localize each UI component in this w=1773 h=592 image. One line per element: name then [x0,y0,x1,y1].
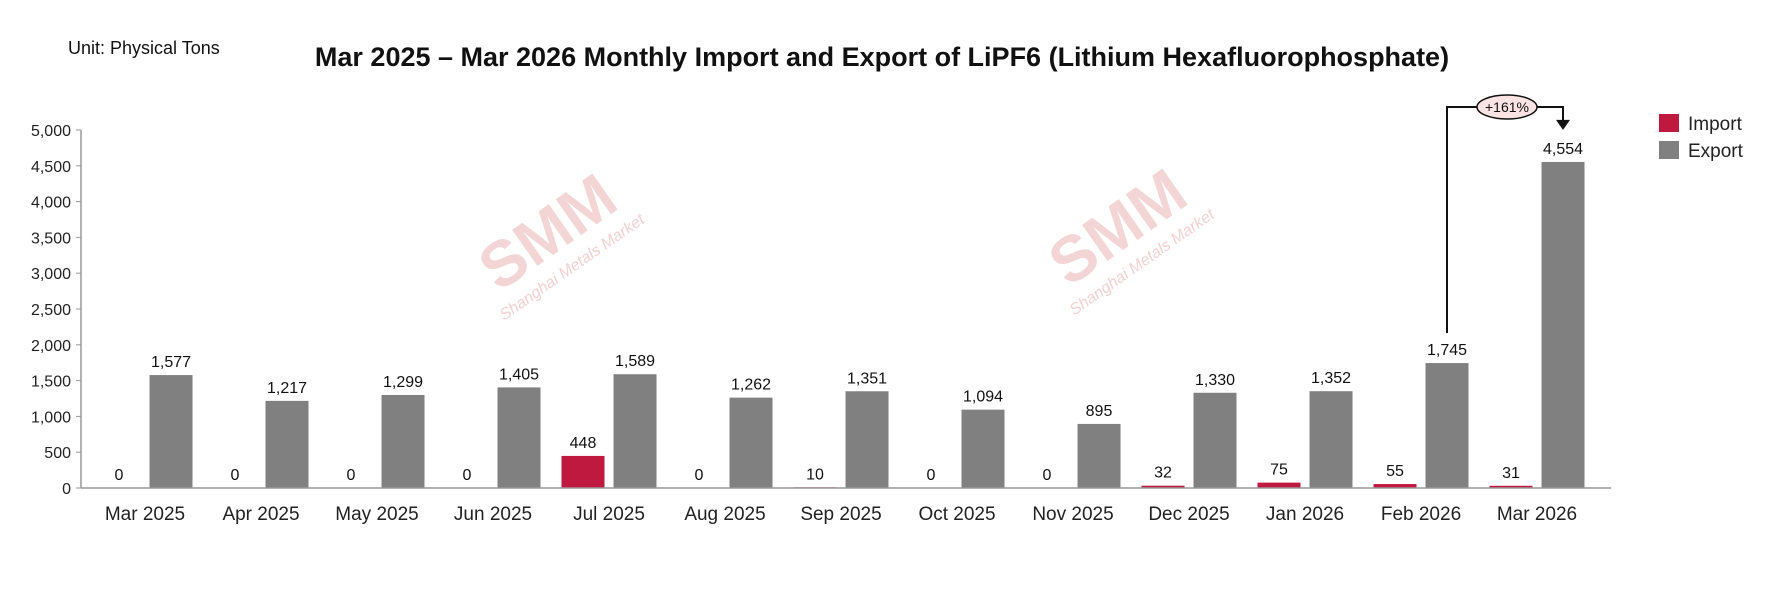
data-label-import: 10 [806,466,824,483]
bars: 0 1,577 0 1,217 0 1,299 0 1,405 448 1,589 0 1,262 10… [115,141,1585,488]
data-label-export: 1,330 [1195,372,1235,389]
bar-import [561,455,605,488]
bar-export [497,387,541,488]
x-tick-label: Nov 2025 [1032,504,1113,525]
x-tick-label: Mar 2026 [1497,504,1577,525]
data-label-import: 31 [1502,465,1520,482]
x-tick-label: Jan 2026 [1266,504,1344,525]
data-label-import: 0 [463,467,472,484]
data-label-import: 448 [570,435,597,452]
data-label-import: 0 [1043,467,1052,484]
bar-export [1309,391,1353,488]
x-axis: Mar 2025 Apr 2025 May 2025 Jun 2025 Jul 2025… [81,487,1611,525]
y-tick-label: 2,000 [31,338,71,355]
data-label-export: 1,217 [267,380,307,397]
legend-swatch-import [1659,114,1679,132]
data-label-export: 1,745 [1427,342,1467,359]
x-tick-label: Dec 2025 [1148,504,1229,525]
x-tick-label: Sep 2025 [800,504,881,525]
data-label-import: 0 [231,467,240,484]
x-tick-label: Jul 2025 [573,504,645,525]
y-axis: 0 500 1,000 1,500 2,000 2,500 3,000 3,500 4,000 4… [31,123,82,498]
x-tick-label: Mar 2025 [105,504,185,525]
bar-import [1489,485,1533,488]
data-label-export: 1,299 [383,374,423,391]
legend-label-import: Import [1688,114,1743,135]
data-label-import: 0 [927,467,936,484]
y-tick-label: 4,000 [31,195,71,212]
y-tick-label: 4,500 [31,159,71,176]
data-label-export: 1,577 [151,354,191,371]
bar-import [1141,485,1185,488]
unit-label: Unit: Physical Tons [68,38,220,58]
data-label-import: 55 [1386,463,1404,480]
y-tick-label: 2,500 [31,302,71,319]
x-tick-label: Jun 2025 [454,504,532,525]
bar-export [149,375,193,488]
bar-export [961,409,1005,488]
x-tick-label: Feb 2026 [1381,504,1461,525]
y-tick-label: 1,500 [31,374,71,391]
bar-export [1425,363,1469,488]
data-label-import: 75 [1270,462,1288,479]
y-tick-label: 3,500 [31,230,71,247]
legend-label-export: Export [1688,141,1744,162]
annotation-ellipse [1476,94,1538,120]
y-tick-label: 500 [44,445,71,462]
bar-import [1257,482,1301,488]
data-label-export: 895 [1086,403,1113,420]
bar-export [265,400,309,488]
bar-export [1541,161,1585,488]
data-label-import: 0 [115,467,124,484]
bar-export [845,391,889,488]
y-tick-label: 3,000 [31,266,71,283]
legend-swatch-export [1659,141,1679,159]
chart-title: Mar 2025 – Mar 2026 Monthly Import and E… [315,42,1449,72]
arrow-down-icon [1556,119,1570,130]
y-tick-label: 0 [62,481,71,498]
data-label-export: 4,554 [1543,141,1583,158]
data-label-import: 32 [1154,465,1172,482]
x-tick-label: Apr 2025 [222,504,299,525]
bar-import [1373,484,1417,488]
data-label-import: 0 [695,467,704,484]
data-label-export: 1,352 [1311,370,1351,387]
x-tick-label: Oct 2025 [918,504,995,525]
growth-annotation: +161% [1446,94,1570,334]
x-tick-label: May 2025 [335,504,418,525]
bar-export [613,374,657,488]
y-tick-label: 5,000 [31,123,71,140]
x-tick-label: Aug 2025 [684,504,765,525]
legend: Import Export [1659,114,1744,162]
annotation-label: +161% [1485,99,1529,115]
bar-export [1077,423,1121,488]
y-tick-label: 1,000 [31,409,71,426]
bar-export [1193,392,1237,488]
bar-export [381,394,425,488]
data-label-import: 0 [347,467,356,484]
data-label-export: 1,589 [615,353,655,370]
data-label-export: 1,351 [847,370,887,387]
data-label-export: 1,262 [731,377,771,394]
data-label-export: 1,094 [963,389,1003,406]
data-label-export: 1,405 [499,366,539,383]
bar-export [729,397,773,488]
